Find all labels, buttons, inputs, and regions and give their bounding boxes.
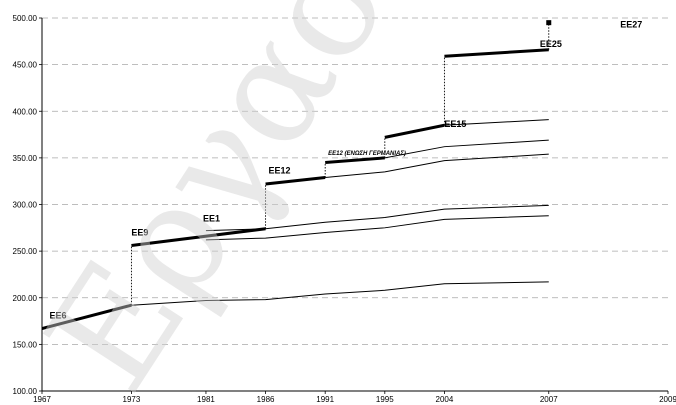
- y-tick-label: 400.00: [13, 107, 38, 116]
- x-tick-label: 2004: [436, 395, 454, 404]
- eu-total-segment: [384, 123, 445, 139]
- y-tick-label: 100.00: [13, 387, 38, 396]
- enlargement-labels: ΕΕ6 ΕΕ9 ΕΕ1 ΕΕ12 ΕΕ15 ΕΕ25 ΕΕ27: [49, 19, 642, 320]
- grid-lines: [42, 17, 668, 345]
- x-tick-label: 1995: [376, 395, 394, 404]
- y-tick-label: 250.00: [13, 247, 38, 256]
- enlargement-label: ΕΕ6: [49, 310, 66, 320]
- eu-total-line: [41, 20, 552, 330]
- series-line: [131, 281, 549, 306]
- y-tick-label: 500.00: [13, 14, 38, 23]
- x-axis-ticks: 1967 1973 1981 1986 1991 1995 2004 2007 2009: [33, 391, 676, 404]
- eu-total-segment: [41, 303, 132, 330]
- x-tick-label: 2009: [659, 395, 676, 404]
- eu-total-segment: [325, 156, 385, 165]
- x-tick-label: 2007: [540, 395, 558, 404]
- x-tick-label: 1973: [123, 395, 141, 404]
- series-line: [384, 139, 549, 159]
- ee27-marker: [546, 20, 552, 26]
- y-tick-label: 450.00: [13, 61, 38, 70]
- y-tick-label: 350.00: [13, 154, 38, 163]
- x-tick-label: 1967: [33, 395, 51, 404]
- eu-total-segment: [265, 175, 326, 186]
- eu-total-segment: [131, 227, 266, 248]
- enlargement-label: ΕΕ12: [269, 166, 291, 176]
- annotation-label: ΕΕ12 (ΕΝΩΣΗ ΓΕΡΜΑΝΙΑΣ): [328, 151, 406, 157]
- series-line: [205, 215, 549, 241]
- series-lines: [131, 119, 549, 306]
- enlargement-label: ΕΕ9: [131, 227, 148, 237]
- x-tick-label: 1981: [197, 395, 215, 404]
- y-tick-label: 300.00: [13, 201, 38, 210]
- enlargement-label: ΕΕ25: [540, 39, 562, 49]
- y-tick-label: 150.00: [13, 340, 38, 349]
- x-tick-label: 1986: [257, 395, 275, 404]
- enlargement-label: ΕΕ15: [444, 119, 466, 129]
- y-tick-label: 200.00: [13, 294, 38, 303]
- enlargement-label: ΕΕ27: [620, 19, 642, 29]
- x-tick-label: 1991: [316, 395, 334, 404]
- series-line: [325, 153, 549, 178]
- enlargement-label: ΕΕ1: [203, 213, 220, 223]
- step-connectors: [130, 22, 550, 306]
- series-line: [444, 119, 549, 126]
- y-axis-ticks: 100.00 150.00 200.00 250.00 300.00 350.00 400.…: [13, 14, 42, 396]
- eu-total-segment: [444, 48, 549, 58]
